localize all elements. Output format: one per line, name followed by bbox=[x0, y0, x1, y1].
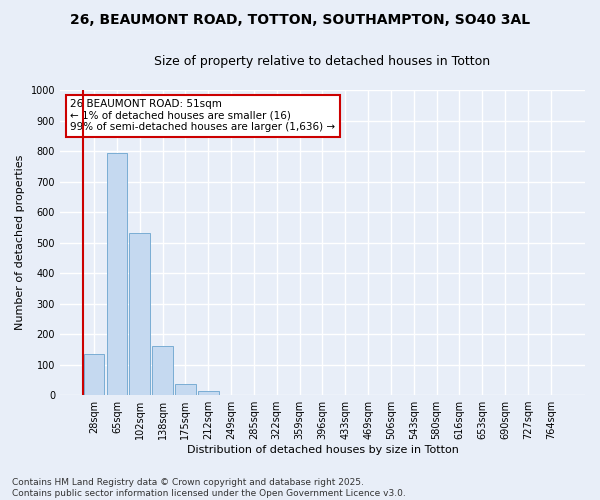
Bar bbox=[198, 391, 218, 395]
Bar bbox=[107, 152, 127, 395]
Y-axis label: Number of detached properties: Number of detached properties bbox=[15, 155, 25, 330]
Title: Size of property relative to detached houses in Totton: Size of property relative to detached ho… bbox=[154, 55, 491, 68]
Text: 26, BEAUMONT ROAD, TOTTON, SOUTHAMPTON, SO40 3AL: 26, BEAUMONT ROAD, TOTTON, SOUTHAMPTON, … bbox=[70, 12, 530, 26]
Bar bbox=[175, 384, 196, 395]
Bar bbox=[152, 346, 173, 395]
Bar bbox=[84, 354, 104, 395]
Text: 26 BEAUMONT ROAD: 51sqm
← 1% of detached houses are smaller (16)
99% of semi-det: 26 BEAUMONT ROAD: 51sqm ← 1% of detached… bbox=[70, 99, 335, 132]
X-axis label: Distribution of detached houses by size in Totton: Distribution of detached houses by size … bbox=[187, 445, 458, 455]
Bar bbox=[130, 234, 150, 395]
Text: Contains HM Land Registry data © Crown copyright and database right 2025.
Contai: Contains HM Land Registry data © Crown c… bbox=[12, 478, 406, 498]
